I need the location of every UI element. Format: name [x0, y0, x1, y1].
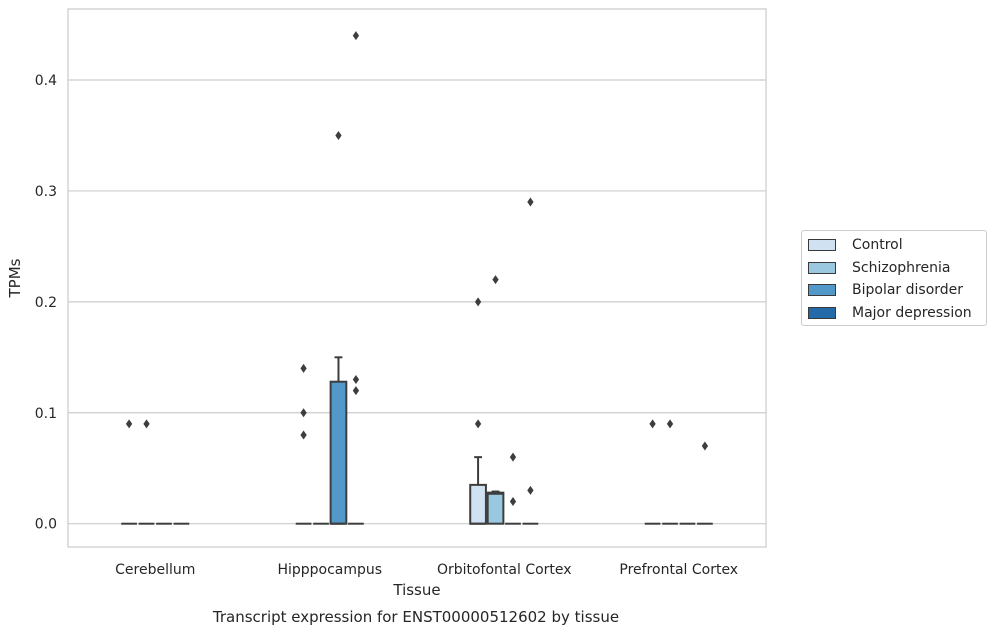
box-control: [295, 363, 312, 525]
outlier-point: [352, 31, 360, 41]
x-axis-ticks: Cerebellum Hipppocampus Orbitofontal Corte…: [115, 562, 738, 578]
legend-item: Major depression: [808, 304, 972, 322]
box-control: [469, 297, 487, 525]
box-schizophrenia: [138, 419, 155, 525]
legend-swatch: [808, 239, 836, 251]
outlier-point: [492, 275, 499, 285]
outlier-point: [300, 408, 307, 418]
outlier-point: [666, 419, 674, 429]
outlier-point: [649, 419, 656, 429]
legend-swatch: [808, 306, 836, 319]
x-tick-label: Prefrontal Cortex: [619, 562, 738, 578]
y-tick-label: 0.1: [35, 406, 57, 422]
outlier-point: [474, 419, 482, 429]
outlier-point: [352, 374, 360, 384]
box-bipolar-disorder: [329, 130, 348, 525]
x-tick-label: Cerebellum: [115, 562, 195, 578]
legend-label: Schizophrenia: [852, 259, 951, 276]
box: [486, 491, 505, 525]
outlier-point: [125, 419, 133, 429]
box-control: [644, 419, 661, 525]
box: [329, 380, 348, 525]
y-tick-label: 0.2: [35, 295, 57, 311]
outlier-point: [352, 386, 360, 396]
box-bipolar-disorder: [505, 452, 521, 525]
y-tick-label: 0.3: [35, 184, 57, 200]
legend-item: Bipolar disorder: [808, 281, 963, 299]
legend-swatch: [808, 261, 836, 274]
legend-label: Control: [852, 237, 903, 253]
box-schizophrenia: [486, 275, 505, 525]
chart-title: Transcript expression for ENST0000051260…: [212, 608, 619, 626]
outlier-point: [300, 363, 307, 373]
outlier-point: [143, 419, 150, 429]
box-major-depression: [522, 197, 539, 525]
outlier-point: [527, 197, 534, 207]
box-control: [121, 419, 137, 525]
outlier-point: [300, 430, 307, 440]
y-tick-label: 0.0: [35, 517, 57, 533]
y-axis-ticks: 0.0 0.1 0.2 0.3 0.4: [35, 73, 57, 533]
legend-label: Bipolar disorder: [852, 282, 964, 298]
x-tick-label: Orbitofontal Cortex: [437, 562, 572, 578]
box-major-depression: [348, 31, 364, 525]
box: [469, 483, 487, 525]
box-schizophrenia: [662, 419, 678, 525]
legend: Control Schizophrenia Bipolar disorder Majo…: [801, 230, 987, 326]
x-tick-label: Hipppocampus: [277, 562, 382, 578]
plot-area: [68, 9, 766, 547]
outlier-point: [474, 297, 482, 307]
boxes-layer: [121, 31, 713, 525]
outlier-point: [527, 485, 534, 495]
y-tick-label: 0.4: [35, 73, 57, 89]
outlier-point: [509, 497, 517, 507]
legend-item: Schizophrenia: [808, 259, 950, 277]
legend-item: Control: [808, 236, 903, 254]
outlier-point: [335, 130, 342, 140]
outlier-point: [509, 452, 517, 462]
x-axis-label: Tissue: [392, 581, 440, 599]
plot-frame: [67, 8, 767, 548]
box-major-depression: [697, 441, 713, 525]
legend-swatch: [808, 284, 836, 296]
y-axis-label: TPMs: [6, 258, 24, 298]
outlier-point: [701, 441, 709, 451]
legend-label: Major depression: [852, 304, 972, 321]
